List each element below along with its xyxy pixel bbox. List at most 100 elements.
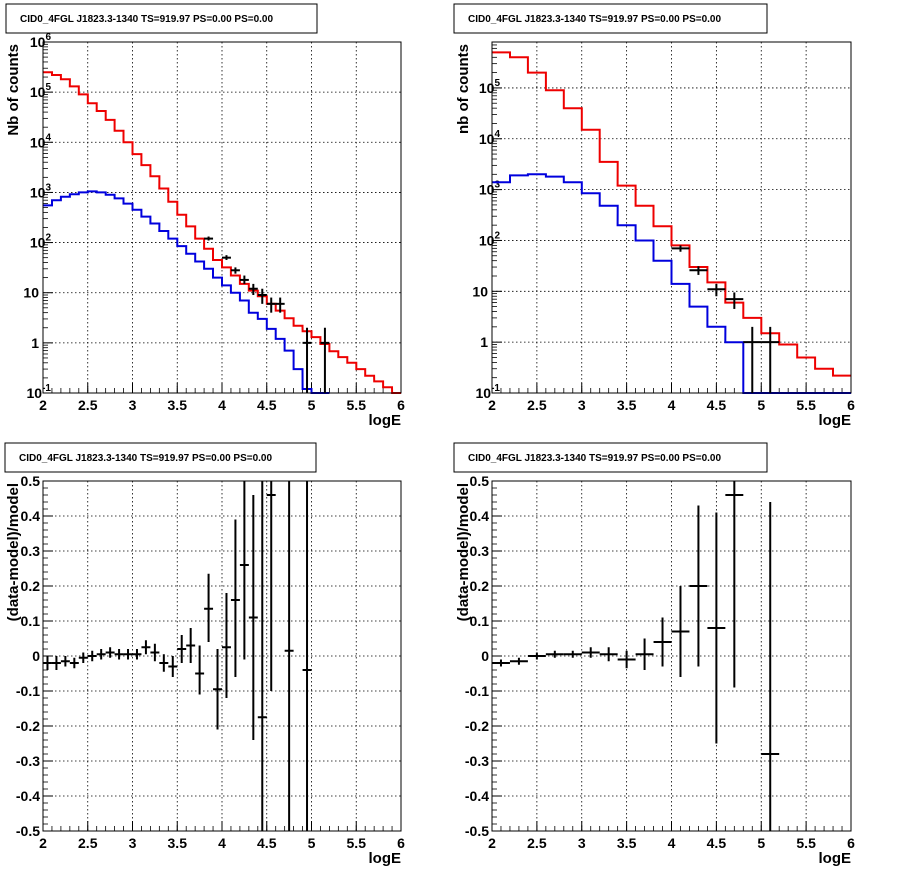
x-tick-label: 6 (397, 397, 405, 413)
data-point (266, 481, 276, 691)
data-point (725, 481, 744, 688)
data-point (671, 245, 690, 252)
data-point (492, 659, 510, 667)
data-point (617, 650, 636, 669)
data-point (230, 519, 240, 677)
y-tick-base: 10 (472, 283, 488, 299)
y-tick-label: 103 (479, 180, 501, 198)
y-tick-label: 102 (479, 230, 501, 248)
chart-title: CID0_4FGL J1823.3-1340 TS=919.97 PS=0.00… (468, 453, 721, 464)
y-tick-label: 10-1 (476, 383, 501, 401)
y-tick-label: 0 (481, 648, 489, 664)
data-point (132, 649, 142, 660)
title-box (453, 442, 768, 473)
y-tick-exponent: 3 (494, 180, 500, 191)
y-tick-exponent: 4 (45, 132, 51, 143)
y-tick-base: 10 (479, 80, 495, 96)
data-point (123, 649, 133, 660)
y-tick-label: -0.4 (16, 788, 40, 804)
y-tick-label: 104 (479, 129, 501, 147)
y-tick-base: 10 (479, 232, 495, 248)
series-line-1 (43, 190, 330, 394)
y-tick-base: 10 (476, 385, 492, 401)
y-axis-label: nb of counts (455, 44, 472, 134)
x-tick-label: 6 (397, 835, 405, 851)
data-point (239, 275, 249, 284)
data-point (266, 297, 276, 313)
x-tick-label: 5 (757, 835, 765, 851)
y-tick-base: 10 (30, 235, 46, 251)
plot-frame (42, 480, 402, 832)
data-point (320, 327, 330, 393)
x-tick-label: 2.5 (78, 835, 98, 851)
title-box (4, 442, 317, 473)
y-tick-base: 10 (30, 84, 46, 100)
x-tick-label: 5 (308, 397, 316, 413)
y-tick-base: 10 (30, 34, 46, 50)
y-tick-label: -0.1 (16, 683, 40, 699)
chart-title: CID0_4FGL J1823.3-1340 TS=919.97 PS=0.00… (20, 14, 273, 25)
x-tick-label: 4 (668, 397, 676, 413)
y-tick-label: 0.1 (470, 613, 490, 629)
y-tick-exponent: 5 (494, 78, 500, 89)
x-tick-label: 4.5 (707, 835, 727, 851)
y-tick-label: 0.5 (470, 473, 490, 489)
x-tick-label: 3 (129, 835, 137, 851)
y-tick-label: 0 (32, 648, 40, 664)
data-point (222, 593, 231, 698)
data-point (51, 656, 61, 670)
y-tick-label: -0.3 (16, 753, 40, 769)
data-point (743, 326, 762, 393)
data-point (653, 617, 672, 667)
x-tick-label: 6 (847, 835, 855, 851)
chart-title: CID0_4FGL J1823.3-1340 TS=919.97 PS=0.00… (468, 14, 721, 25)
x-tick-label: 3 (129, 397, 137, 413)
data-point (114, 649, 124, 660)
data-point (230, 267, 240, 274)
data-point (204, 573, 214, 642)
data-point (761, 326, 780, 393)
data-point (707, 283, 726, 297)
y-tick-label: 102 (30, 233, 52, 251)
y-tick-base: 10 (23, 285, 39, 301)
x-tick-label: 3.5 (617, 397, 637, 413)
y-tick-label: 0.5 (21, 473, 41, 489)
x-tick-label: 6 (847, 397, 855, 413)
data-point (141, 640, 151, 655)
x-tick-label: 2.5 (78, 397, 98, 413)
data-point (581, 647, 600, 658)
data-point (599, 647, 618, 662)
x-tick-label: 3 (578, 397, 586, 413)
data-point (761, 502, 780, 831)
x-tick-label: 4.5 (257, 397, 277, 413)
x-tick-label: 2 (39, 397, 47, 413)
plot-frame (491, 480, 852, 832)
data-point (284, 481, 294, 831)
title-box (5, 3, 318, 34)
y-tick-label: 105 (479, 78, 501, 96)
data-point (545, 650, 564, 658)
data-point (563, 650, 582, 658)
y-axis-label: (data-model)/model (455, 483, 472, 621)
y-tick-label: 1 (31, 335, 39, 351)
y-tick-base: 1 (31, 335, 39, 351)
y-axis-label: Nb of counts (5, 44, 22, 136)
data-point (275, 297, 285, 313)
y-tick-base: 10 (30, 134, 46, 150)
data-point (707, 512, 726, 744)
panel-counts-left: CID0_4FGL J1823.3-1340 TS=919.97 PS=0.00… (5, 3, 405, 429)
x-tick-label: 3 (578, 835, 586, 851)
x-axis-label: logE (369, 850, 402, 867)
x-axis-label: logE (369, 412, 402, 429)
y-tick-label: 103 (30, 182, 52, 200)
data-point (302, 327, 312, 393)
y-tick-label: 1 (480, 334, 488, 350)
chart-title: CID0_4FGL J1823.3-1340 TS=919.97 PS=0.00… (19, 453, 272, 464)
data-point (248, 283, 258, 296)
y-tick-label: 0.4 (21, 508, 41, 524)
data-point (159, 654, 169, 672)
x-tick-label: 2.5 (527, 397, 547, 413)
data-point (43, 656, 52, 670)
y-tick-label: 0.3 (470, 543, 490, 559)
